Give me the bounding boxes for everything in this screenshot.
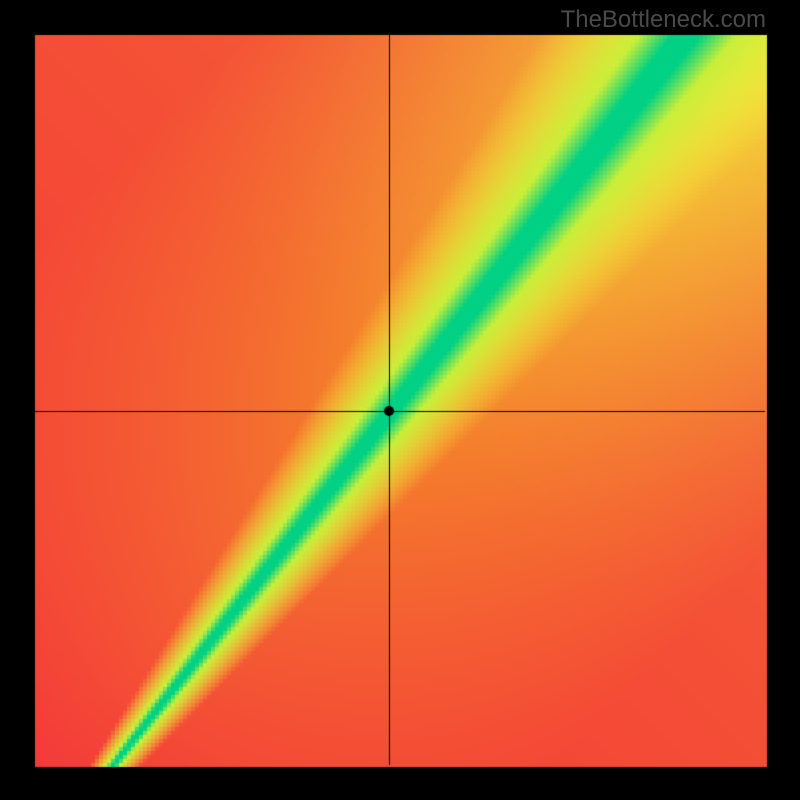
bottleneck-heatmap	[0, 0, 800, 800]
